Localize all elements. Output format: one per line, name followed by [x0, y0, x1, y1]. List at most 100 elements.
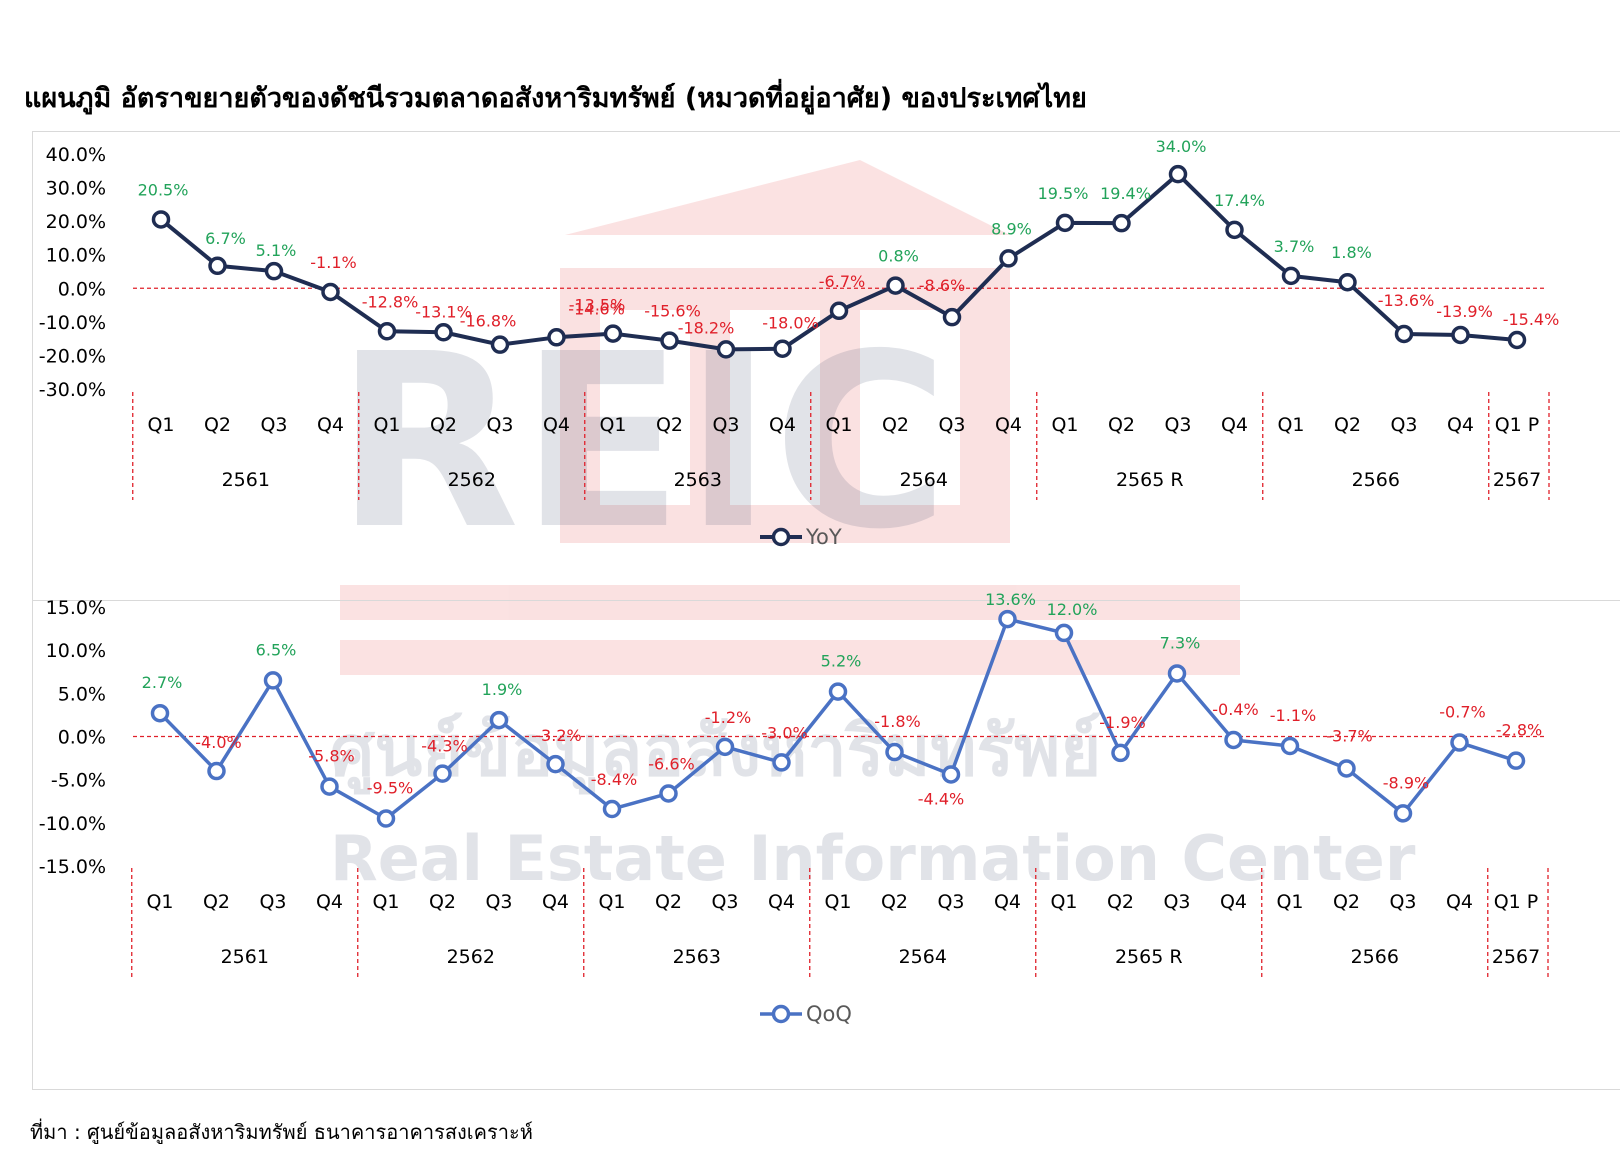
data-label: 6.7%: [205, 229, 246, 248]
data-point: [941, 765, 961, 784]
y-tick-label: 0.0%: [58, 278, 106, 300]
data-label: -6.6%: [648, 754, 694, 773]
data-label: -0.4%: [1212, 700, 1258, 719]
legend-marker: [771, 1004, 791, 1024]
data-point: [151, 210, 171, 229]
data-point: [264, 261, 284, 281]
x-tick-label: Q1 P: [1495, 414, 1540, 436]
data-point: [320, 777, 339, 796]
data-label: 5.2%: [821, 652, 862, 671]
x-tick-label: Q4: [995, 414, 1022, 436]
data-point: [828, 682, 848, 701]
data-point: [1224, 730, 1243, 750]
data-point: [773, 339, 792, 358]
y-tick-label: 40.0%: [46, 144, 106, 166]
x-tick-label: Q2: [1333, 891, 1360, 913]
x-tick-label: Q4: [994, 891, 1021, 913]
x-tick-label: Q1: [373, 414, 400, 436]
data-point: [1111, 743, 1130, 763]
y-tick-label: -15.0%: [39, 856, 106, 878]
x-tick-label: Q4: [769, 414, 796, 436]
group-label: 2566: [1352, 469, 1400, 491]
data-point: [433, 764, 452, 783]
group-label: 2561: [222, 469, 270, 491]
data-label: -13.1%: [415, 302, 472, 321]
data-point: [602, 799, 622, 819]
group-label: 2564: [899, 946, 947, 968]
data-label: -18.2%: [678, 318, 735, 337]
watermark-house: [560, 268, 1010, 543]
group-label: 2562: [448, 469, 496, 491]
data-point: [1450, 733, 1469, 752]
group-label: 2566: [1351, 946, 1399, 968]
data-label: -15.6%: [644, 302, 701, 321]
y-tick-label: -10.0%: [39, 312, 106, 334]
data-point: [547, 328, 566, 347]
data-point: [660, 331, 679, 350]
x-tick-label: Q3: [485, 891, 512, 913]
watermark-english: Real Estate Information Center: [330, 822, 1416, 895]
x-tick-label: Q2: [430, 414, 457, 436]
x-tick-label: Q1: [1277, 414, 1304, 436]
x-tick-label: Q2: [655, 891, 682, 913]
data-point: [377, 322, 397, 341]
x-tick-label: Q1: [146, 891, 173, 913]
group-label: 2567: [1492, 946, 1540, 968]
data-label: 6.5%: [256, 640, 297, 659]
data-label: 3.7%: [1274, 237, 1315, 256]
data-label: -13.9%: [1436, 302, 1493, 321]
x-tick-label: Q3: [486, 414, 513, 436]
data-label: 0.8%: [878, 247, 919, 266]
x-tick-label: Q3: [1164, 414, 1191, 436]
data-label: -4.4%: [918, 789, 964, 808]
data-label: 12.0%: [1047, 600, 1098, 619]
data-label: 17.4%: [1214, 191, 1265, 210]
data-point: [715, 737, 735, 757]
data-label: -12.8%: [362, 292, 419, 311]
data-point: [1280, 736, 1300, 756]
data-label: 7.3%: [1160, 633, 1201, 652]
x-tick-label: Q3: [938, 414, 965, 436]
x-tick-label: Q1: [1050, 891, 1077, 913]
data-point: [321, 282, 340, 302]
y-tick-label: 15.0%: [46, 597, 106, 619]
x-tick-label: Q4: [1447, 414, 1474, 436]
data-point: [208, 256, 227, 276]
data-point: [886, 276, 905, 295]
data-label: -3.0%: [761, 723, 807, 742]
x-tick-label: Q3: [260, 414, 287, 436]
data-point: [603, 324, 623, 343]
group-label: 2563: [673, 946, 721, 968]
x-tick-label: Q2: [1108, 414, 1135, 436]
data-point: [376, 809, 396, 828]
x-tick-label: Q3: [1163, 891, 1190, 913]
data-point: [829, 301, 849, 321]
data-point: [999, 249, 1018, 268]
group-label: 2563: [674, 469, 722, 491]
data-label: -1.1%: [1270, 706, 1316, 725]
y-tick-label: 30.0%: [46, 178, 106, 200]
x-tick-label: Q3: [711, 891, 738, 913]
data-label: -8.9%: [1383, 773, 1429, 792]
x-tick-label: Q1: [824, 891, 851, 913]
data-label: 13.6%: [985, 590, 1036, 609]
data-label: -5.8%: [308, 747, 354, 766]
x-tick-label: Q4: [1446, 891, 1473, 913]
data-point: [207, 761, 226, 781]
data-label: -6.7%: [819, 272, 865, 291]
x-tick-label: Q1: [825, 414, 852, 436]
group-label: 2564: [900, 469, 948, 491]
data-label: 20.5%: [138, 180, 189, 199]
data-label: -3.2%: [535, 726, 581, 745]
data-label: -8.6%: [919, 276, 965, 295]
data-label: 1.8%: [1331, 243, 1372, 262]
group-label: 2565 R: [1116, 469, 1184, 491]
data-label: -14.6%: [568, 299, 625, 318]
data-point: [489, 710, 509, 730]
data-label: -2.8%: [1496, 721, 1542, 740]
legend-marker: [771, 527, 791, 547]
data-label: 5.1%: [256, 241, 297, 260]
x-tick-label: Q2: [656, 414, 683, 436]
